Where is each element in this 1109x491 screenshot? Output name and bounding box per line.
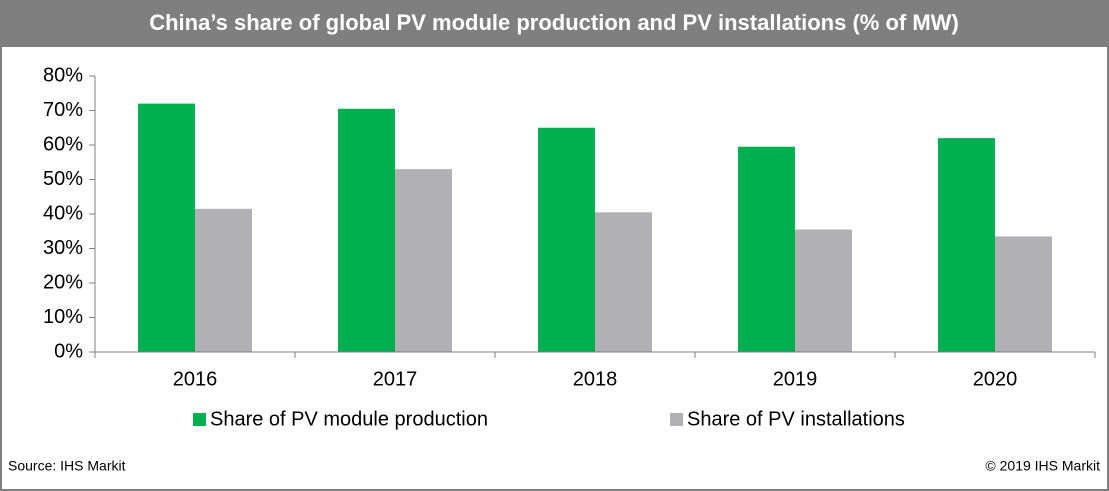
legend-swatch: [670, 413, 683, 426]
bar: [738, 146, 795, 352]
source: Source: IHS Markit: [8, 458, 126, 474]
y-tick-label: 80%: [43, 64, 83, 86]
y-tick-label: 60%: [43, 133, 83, 155]
bar: [938, 138, 995, 352]
x-tick-label: 2016: [173, 368, 218, 390]
x-tick-label: 2020: [973, 368, 1018, 390]
chart-title: China’s share of global PV module produc…: [149, 10, 959, 35]
bar: [395, 169, 452, 352]
y-tick-label: 20%: [43, 271, 83, 293]
bar: [538, 127, 595, 352]
y-tick-label: 70%: [43, 99, 83, 121]
legend-label: Share of PV installations: [687, 408, 905, 430]
y-tick-label: 30%: [43, 237, 83, 259]
y-tick-label: 40%: [43, 202, 83, 224]
y-tick-label: 0%: [54, 340, 83, 362]
bar: [338, 108, 395, 353]
title-bar: [0, 0, 1109, 47]
bar: [995, 236, 1052, 352]
bar: [195, 208, 252, 352]
x-tick-label: 2017: [373, 368, 418, 390]
bar: [595, 212, 652, 352]
y-tick-label: 10%: [43, 306, 83, 328]
legend-label: Share of PV module production: [210, 408, 488, 430]
copyright: © 2019 IHS Markit: [985, 458, 1100, 474]
y-tick-label: 50%: [43, 168, 83, 190]
bar: [138, 103, 195, 352]
legend-swatch: [193, 413, 206, 426]
x-tick-label: 2018: [573, 368, 618, 390]
x-tick-label: 2019: [773, 368, 818, 390]
bar: [795, 229, 852, 352]
